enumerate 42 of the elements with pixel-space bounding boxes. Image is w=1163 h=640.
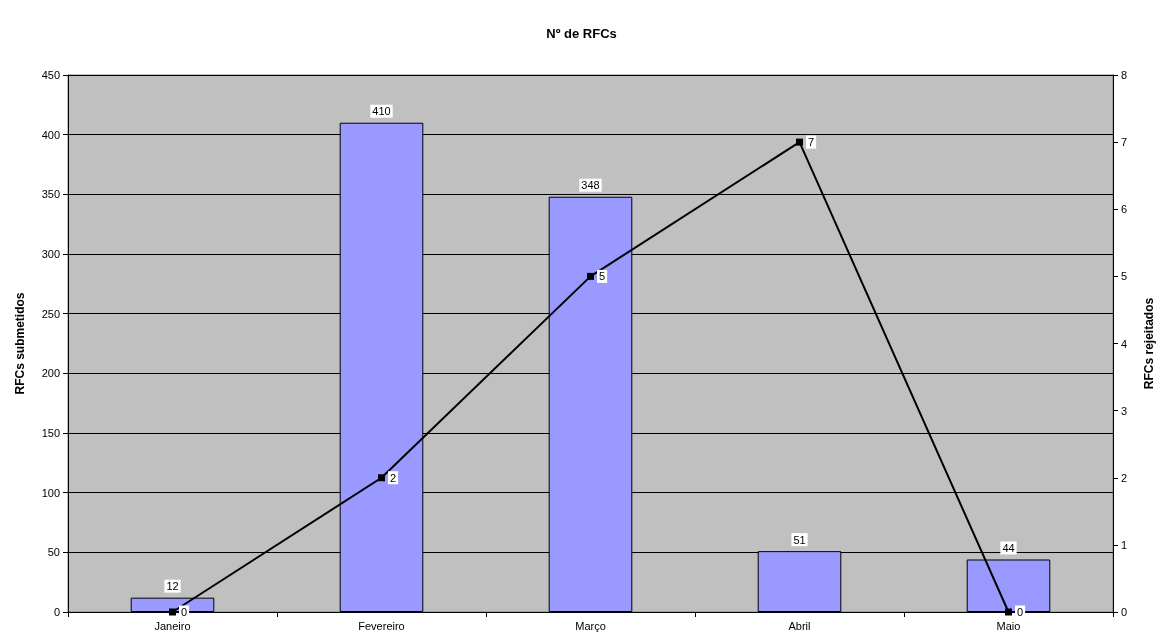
y2-axis-title: RFCs rejeitados (1142, 297, 1156, 390)
y-tick-label: 100 (41, 486, 60, 499)
y2-tick-label: 2 (1121, 471, 1128, 484)
point (1005, 608, 1012, 616)
point (378, 474, 385, 482)
x-tick-label: Março (575, 619, 606, 632)
x-tick-label: Maio (996, 619, 1021, 632)
y-tick-label: 0 (53, 606, 60, 618)
y-tick-label: 200 (41, 367, 60, 380)
point (796, 138, 803, 146)
y-tick-label: 450 (41, 69, 60, 81)
y2-tick-label: 6 (1121, 203, 1128, 216)
data-label: 7 (808, 136, 815, 149)
y2-tick-label: 1 (1121, 538, 1128, 551)
y-tick-label: 400 (41, 128, 60, 141)
data-label: 410 (372, 105, 391, 118)
data-label: 0 (1017, 606, 1024, 618)
y-tick-label: 50 (47, 546, 60, 559)
data-label: 5 (599, 270, 606, 283)
y-axis-title: RFCs submetidos (13, 292, 27, 395)
y2-tick-label: 3 (1121, 404, 1128, 417)
point (587, 272, 594, 280)
y-tick-label: 150 (41, 427, 60, 439)
x-tick-label: Abril (788, 619, 811, 632)
data-label: 0 (181, 606, 188, 618)
data-label: 2 (390, 471, 397, 484)
y2-tick-label: 7 (1121, 136, 1128, 149)
y-tick-label: 300 (41, 248, 60, 260)
data-label: 44 (1002, 541, 1015, 554)
chart-title: Nº de RFCs (546, 26, 617, 41)
y2-tick-label: 0 (1121, 606, 1128, 618)
data-label: 348 (581, 179, 600, 192)
y2-tick-label: 8 (1121, 69, 1128, 81)
y2-tick-label: 4 (1121, 337, 1128, 350)
point (169, 608, 176, 616)
data-label: 51 (793, 533, 806, 546)
y-tick-label: 250 (41, 307, 60, 320)
data-label: 12 (166, 580, 179, 593)
y2-tick-label: 5 (1121, 270, 1128, 283)
x-tick-label: Fevereiro (358, 619, 405, 632)
x-tick-label: Janeiro (154, 619, 191, 632)
y-tick-label: 350 (41, 188, 60, 201)
